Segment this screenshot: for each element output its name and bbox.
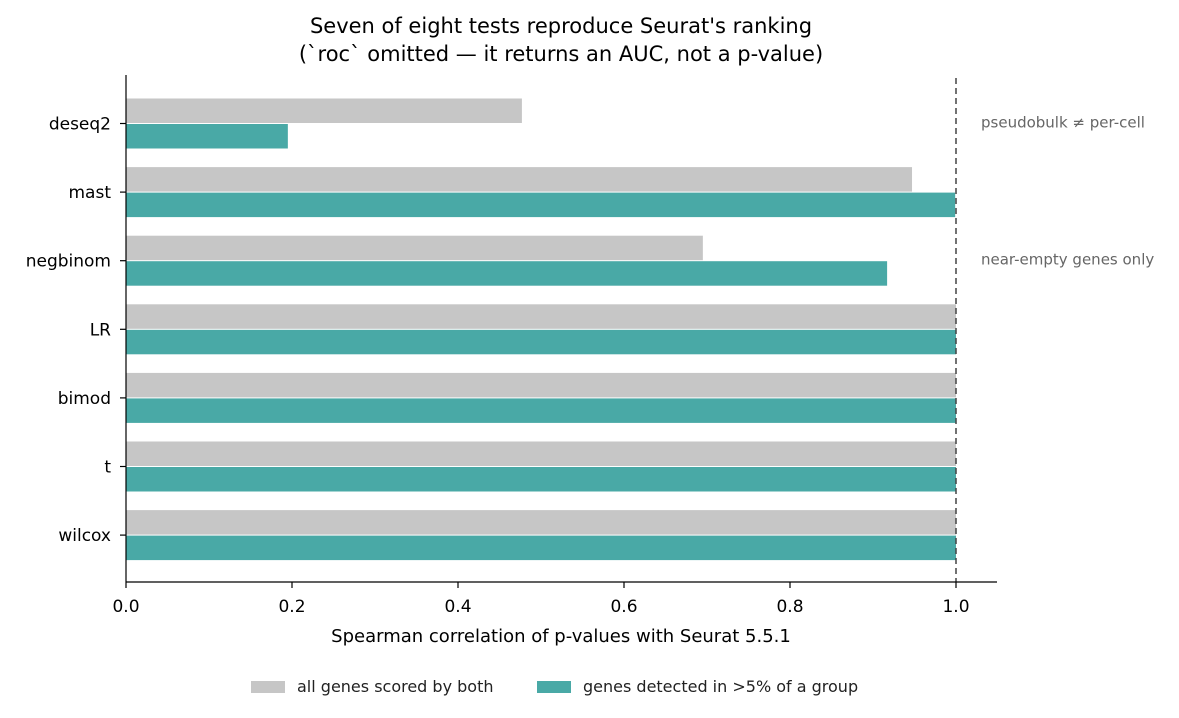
legend: all genes scored by both genes detected i… (251, 677, 858, 696)
y-tick-label: LR (90, 320, 111, 340)
legend-label-2: genes detected in >5% of a group (583, 677, 858, 696)
annotation-negbinom: near-empty genes only (981, 251, 1154, 269)
x-tick-label: 0.2 (278, 597, 305, 617)
x-tick-label: 0.8 (776, 597, 803, 617)
bar-wilcox-series-2 (126, 535, 956, 561)
bar-negbinom-series-2 (126, 261, 888, 286)
legend-label-1: all genes scored by both (297, 677, 494, 696)
bar-mast-series-2 (126, 192, 956, 218)
legend-swatch-2 (537, 681, 571, 693)
bar-LR-series-1 (126, 304, 956, 329)
y-tick-label: wilcox (58, 526, 111, 546)
legend-swatch-1 (251, 681, 285, 693)
bar-LR-series-2 (126, 329, 956, 355)
bar-bimod-series-2 (126, 398, 956, 423)
bar-wilcox-series-1 (126, 510, 956, 535)
x-axis-label: Spearman correlation of p-values with Se… (331, 626, 791, 647)
y-tick-label: t (104, 458, 111, 478)
x-tick-label: 0.6 (610, 597, 637, 617)
y-tick-label: mast (69, 183, 112, 203)
bar-t-series-2 (126, 467, 956, 492)
chart-title: Seven of eight tests reproduce Seurat's … (310, 14, 812, 38)
annotations-group: pseudobulk ≠ per-cell near-empty genes on… (981, 114, 1154, 269)
annotation-deseq2: pseudobulk ≠ per-cell (981, 114, 1145, 132)
bar-deseq2-series-1 (126, 98, 522, 123)
bar-t-series-1 (126, 441, 956, 466)
y-tick-label: deseq2 (49, 115, 111, 135)
bar-mast-series-1 (126, 167, 913, 192)
bar-negbinom-series-1 (126, 235, 703, 261)
bar-bimod-series-1 (126, 372, 956, 398)
x-tick-label: 1.0 (942, 597, 969, 617)
y-ticks-group: deseq2 mast negbinom LR bimod t wilcox (26, 115, 126, 546)
x-ticks-group: 0.0 0.2 0.4 0.6 0.8 1.0 (112, 582, 970, 617)
bar-deseq2-series-2 (126, 124, 288, 149)
chart-subtitle: (`roc` omitted — it returns an AUC, not … (299, 42, 823, 66)
bars-group (126, 98, 956, 561)
y-tick-label: bimod (58, 389, 111, 409)
x-tick-label: 0.0 (112, 597, 139, 617)
x-tick-label: 0.4 (444, 597, 471, 617)
y-tick-label: negbinom (26, 252, 111, 272)
